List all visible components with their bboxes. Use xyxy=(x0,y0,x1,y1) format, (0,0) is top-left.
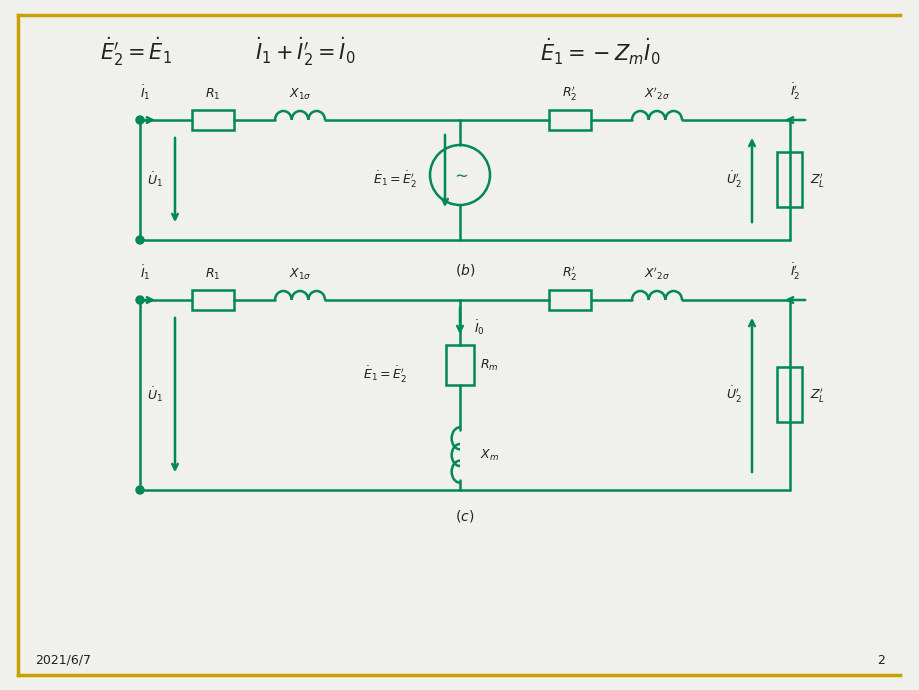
Text: $X_{1\sigma}$: $X_{1\sigma}$ xyxy=(289,87,311,102)
Text: $\dot{U}_2'$: $\dot{U}_2'$ xyxy=(725,385,742,405)
Text: $R_1$: $R_1$ xyxy=(205,267,221,282)
Bar xyxy=(192,110,233,130)
Text: $\dot{E}_2^{\prime} = \dot{E}_1$: $\dot{E}_2^{\prime} = \dot{E}_1$ xyxy=(100,36,172,68)
Circle shape xyxy=(136,296,144,304)
Bar xyxy=(549,110,590,130)
Bar xyxy=(777,368,801,422)
Text: $\dot{I}_2'$: $\dot{I}_2'$ xyxy=(789,82,800,102)
Text: $R_m$: $R_m$ xyxy=(480,357,498,373)
Circle shape xyxy=(136,486,144,494)
Text: $\dot{I}_1 + \dot{I}_2^{\prime} = \dot{I}_0$: $\dot{I}_1 + \dot{I}_2^{\prime} = \dot{I… xyxy=(255,36,355,68)
Text: 2021/6/7: 2021/6/7 xyxy=(35,653,91,667)
Text: $X_m$: $X_m$ xyxy=(480,447,498,462)
Text: $Z_L'$: $Z_L'$ xyxy=(809,386,824,404)
Text: $X'_{2\sigma}$: $X'_{2\sigma}$ xyxy=(643,266,669,282)
Text: $\dot{E}_1{=}\dot{E}_2'$: $\dot{E}_1{=}\dot{E}_2'$ xyxy=(372,170,416,190)
Text: $R_2'$: $R_2'$ xyxy=(562,84,577,102)
Bar xyxy=(192,290,233,310)
Text: $R_2'$: $R_2'$ xyxy=(562,264,577,282)
Text: $\dot{E}_1 = -Z_m\dot{I}_0$: $\dot{E}_1 = -Z_m\dot{I}_0$ xyxy=(539,37,660,67)
Text: $\dot{I}_2'$: $\dot{I}_2'$ xyxy=(789,262,800,282)
Text: $\dot{U}_1$: $\dot{U}_1$ xyxy=(147,386,163,404)
Text: $\dot{I}_0$: $\dot{I}_0$ xyxy=(473,319,484,337)
Bar xyxy=(446,345,473,385)
Circle shape xyxy=(136,236,144,244)
Text: $\dot{E}_1{=}\dot{E}_2'$: $\dot{E}_1{=}\dot{E}_2'$ xyxy=(363,365,406,385)
Text: 2: 2 xyxy=(876,653,884,667)
Text: $\dot{U}_2'$: $\dot{U}_2'$ xyxy=(725,170,742,190)
Circle shape xyxy=(136,116,144,124)
Bar xyxy=(777,152,801,208)
Text: $(c)$: $(c)$ xyxy=(455,508,474,524)
Text: $\sim$: $\sim$ xyxy=(451,166,468,184)
Bar xyxy=(549,290,590,310)
Text: $\dot{U}_1$: $\dot{U}_1$ xyxy=(147,170,163,189)
Text: $Z_L'$: $Z_L'$ xyxy=(809,171,824,189)
Text: $R_1$: $R_1$ xyxy=(205,87,221,102)
Text: $X'_{2\sigma}$: $X'_{2\sigma}$ xyxy=(643,86,669,102)
Text: $\dot{I}_1$: $\dot{I}_1$ xyxy=(140,264,150,282)
Text: $X_{1\sigma}$: $X_{1\sigma}$ xyxy=(289,267,311,282)
Text: $(b)$: $(b)$ xyxy=(454,262,475,278)
Text: $\dot{I}_1$: $\dot{I}_1$ xyxy=(140,83,150,102)
